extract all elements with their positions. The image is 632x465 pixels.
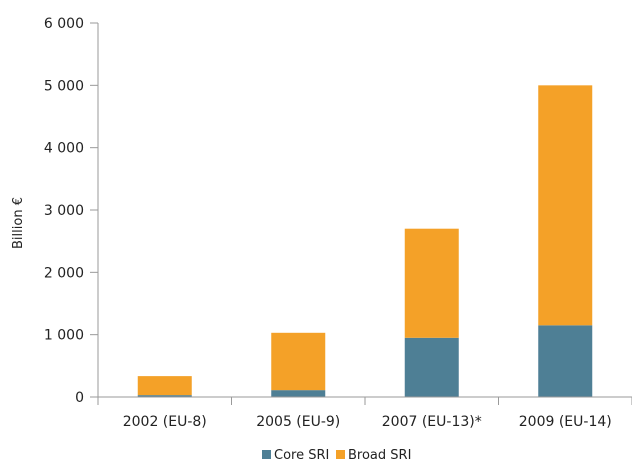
y-tick-label: 3 000 — [44, 203, 84, 219]
y-tick-label: 2 000 — [44, 265, 84, 281]
y-tick-label: 4 000 — [44, 141, 84, 157]
legend-label: Core SRI — [274, 448, 329, 463]
legend-label: Broad SRI — [348, 448, 411, 463]
bar-core-sri-3 — [404, 337, 459, 397]
y-axis-ticks: 0 1 000 2 000 3 000 4 000 5 000 6 000 — [44, 16, 98, 406]
y-tick-label: 6 000 — [44, 16, 84, 32]
legend: Core SRI Broad SRI — [262, 448, 411, 463]
x-axis-ticks: 2002 (EU-8) 2005 (EU-9) 2007 (EU-13)* 2009 … — [97, 397, 632, 430]
y-axis-label: Billion € — [11, 197, 26, 249]
y-tick-label: 5 000 — [44, 78, 84, 94]
bar-core-sri-4 — [538, 325, 593, 397]
x-tick-label: 2005 (EU-9) — [256, 414, 340, 430]
bar-core-sri-1 — [137, 395, 192, 397]
bar-broad-sri-4 — [538, 85, 593, 326]
bars — [137, 85, 593, 397]
bar-broad-sri-2 — [271, 332, 326, 391]
y-tick-label: 0 — [75, 390, 84, 406]
x-tick-label: 2002 (EU-8) — [123, 414, 207, 430]
bar-broad-sri-1 — [137, 376, 192, 396]
y-tick-label: 1 000 — [44, 328, 84, 344]
x-tick-label: 2007 (EU-13)* — [382, 414, 482, 430]
legend-swatch — [262, 450, 271, 459]
x-tick-label: 2009 (EU-14) — [519, 414, 612, 430]
bar-core-sri-2 — [271, 390, 326, 397]
bar-broad-sri-3 — [404, 228, 459, 338]
legend-swatch — [336, 450, 345, 459]
